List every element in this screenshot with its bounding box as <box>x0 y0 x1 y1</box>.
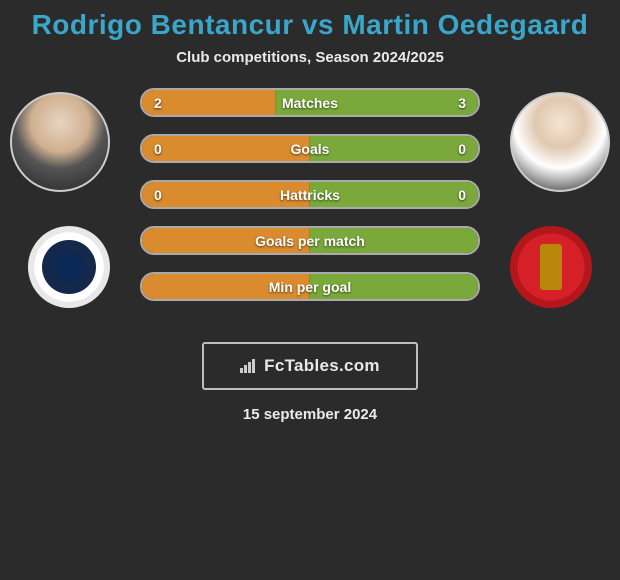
bar-label: Matches <box>142 90 478 115</box>
stat-bars: Matches23Goals00Hattricks00Goals per mat… <box>140 88 480 301</box>
stat-bar-goals-per-match: Goals per match <box>140 226 480 255</box>
bar-label: Goals per match <box>142 228 478 253</box>
bar-value-right: 0 <box>458 136 466 161</box>
bar-value-left: 2 <box>154 90 162 115</box>
stat-bar-min-per-goal: Min per goal <box>140 272 480 301</box>
stat-bar-hattricks: Hattricks0 0 <box>140 180 480 209</box>
brand-text: FcTables.com <box>264 356 380 376</box>
club-right-badge <box>510 226 592 308</box>
bar-label: Hattricks <box>142 182 478 207</box>
stat-bar-matches: Matches2 3 <box>140 88 480 117</box>
player-right-photo <box>510 92 610 192</box>
player-left-photo <box>10 92 110 192</box>
page-title: Rodrigo Bentancur vs Martin Oedegaard <box>10 9 610 41</box>
stat-bar-goals: Goals0 0 <box>140 134 480 163</box>
bar-label: Min per goal <box>142 274 478 299</box>
brand-box: FcTables.com <box>202 342 418 390</box>
club-left-badge <box>28 226 110 308</box>
subtitle: Club competitions, Season 2024/2025 <box>10 49 610 66</box>
chart-icon <box>240 359 258 373</box>
bar-value-right: 0 <box>458 182 466 207</box>
bar-value-right: 3 <box>458 90 466 115</box>
bar-label: Goals <box>142 136 478 161</box>
comparison-card: Rodrigo Bentancur vs Martin Oedegaard Cl… <box>0 0 620 428</box>
bar-value-left: 0 <box>154 182 162 207</box>
date-text: 15 september 2024 <box>10 406 610 423</box>
bar-value-left: 0 <box>154 136 162 161</box>
comparison-main: Matches23Goals00Hattricks00Goals per mat… <box>10 88 610 328</box>
